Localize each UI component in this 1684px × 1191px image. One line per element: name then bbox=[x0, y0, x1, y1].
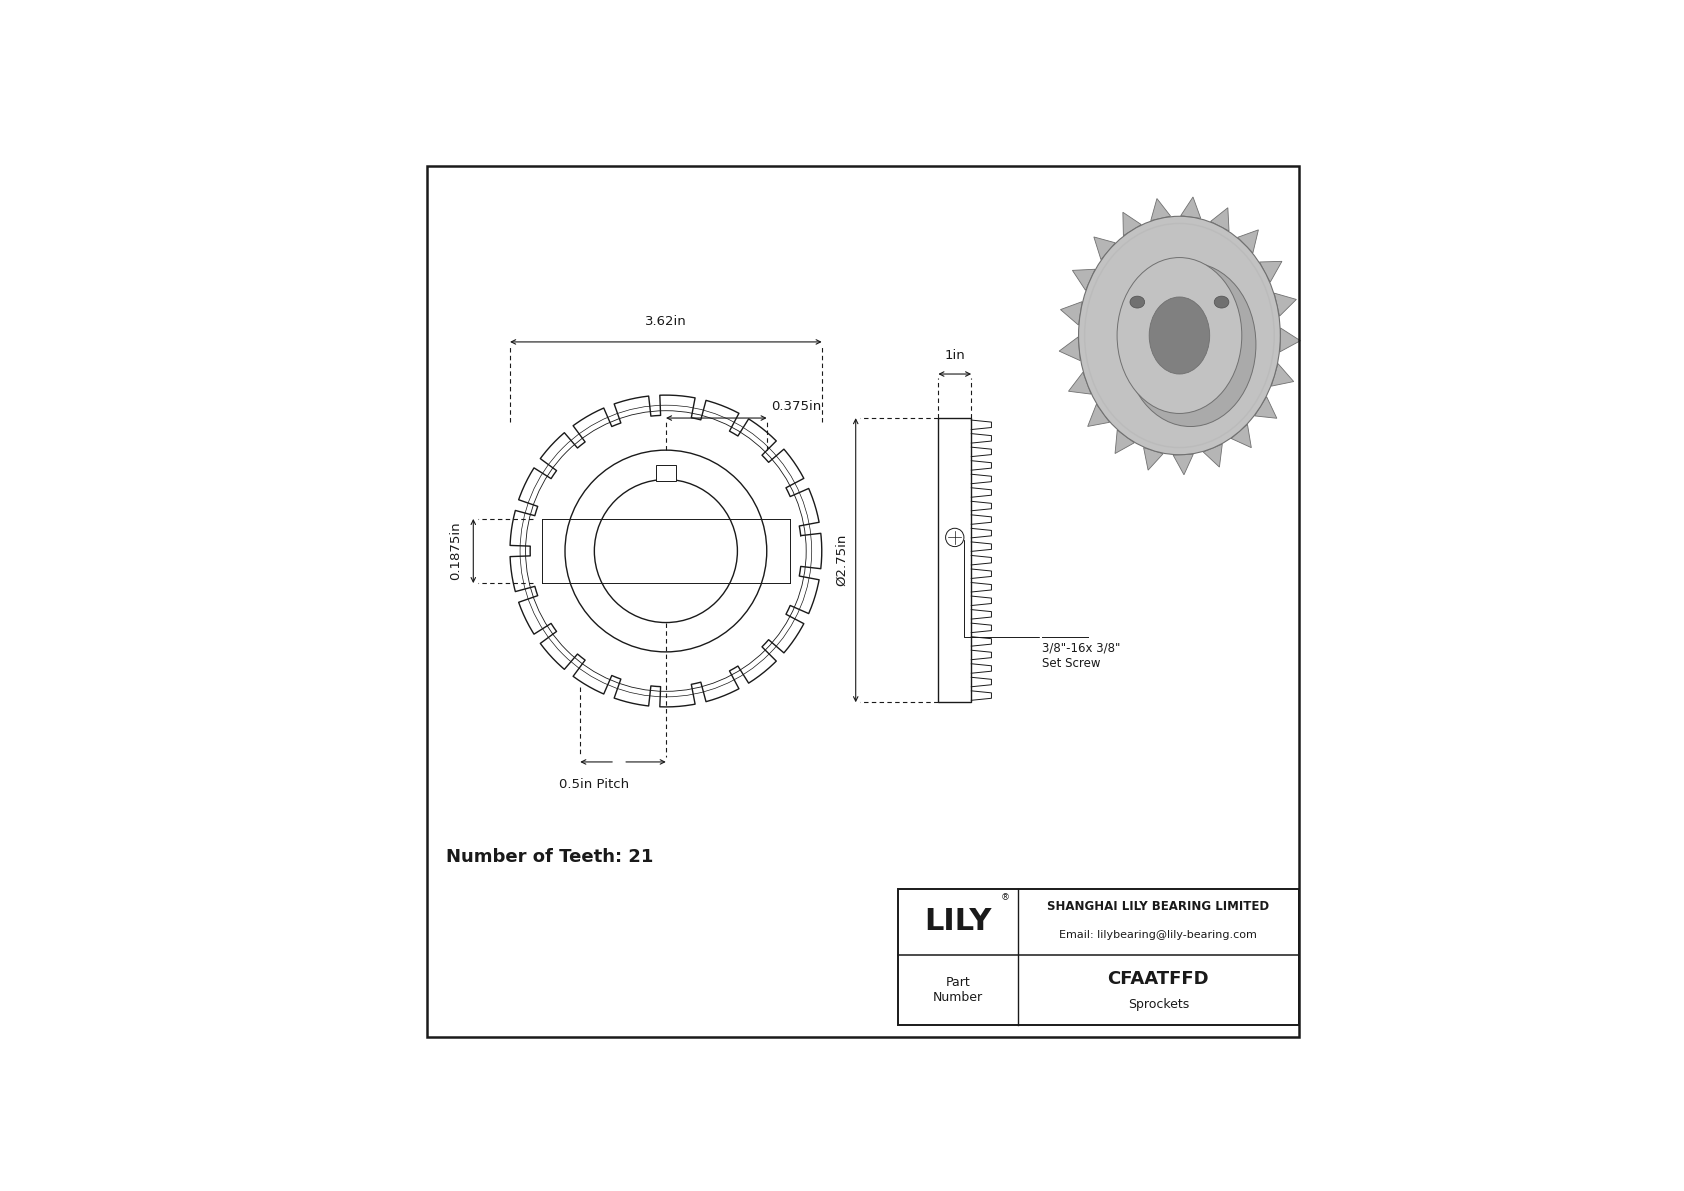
Polygon shape bbox=[1073, 269, 1095, 291]
Polygon shape bbox=[1059, 337, 1081, 361]
Text: 0.5in Pitch: 0.5in Pitch bbox=[559, 779, 628, 792]
Polygon shape bbox=[1204, 444, 1223, 467]
Bar bbox=[655, 464, 675, 481]
Ellipse shape bbox=[1116, 257, 1241, 413]
Ellipse shape bbox=[1148, 297, 1209, 374]
Text: Email: lilybearing@lily-bearing.com: Email: lilybearing@lily-bearing.com bbox=[1059, 930, 1258, 940]
Text: 3/8"-16x 3/8"
Set Screw: 3/8"-16x 3/8" Set Screw bbox=[1042, 642, 1120, 671]
Text: LILY: LILY bbox=[925, 908, 992, 936]
Bar bbox=[938, 418, 972, 703]
Polygon shape bbox=[1238, 230, 1258, 252]
Ellipse shape bbox=[1130, 297, 1145, 308]
Polygon shape bbox=[1095, 237, 1115, 260]
Ellipse shape bbox=[1078, 217, 1280, 455]
Text: Sprockets: Sprockets bbox=[1128, 998, 1189, 1011]
Polygon shape bbox=[1115, 430, 1135, 454]
Text: 0.375in: 0.375in bbox=[771, 400, 822, 413]
Polygon shape bbox=[1061, 301, 1083, 325]
Polygon shape bbox=[1068, 373, 1091, 394]
Polygon shape bbox=[1211, 207, 1229, 231]
Polygon shape bbox=[1123, 212, 1142, 236]
Polygon shape bbox=[1174, 454, 1194, 475]
Text: Ø2.75in: Ø2.75in bbox=[835, 534, 849, 586]
Polygon shape bbox=[1255, 397, 1276, 418]
Polygon shape bbox=[1231, 424, 1251, 448]
Polygon shape bbox=[1260, 261, 1282, 282]
Text: Part
Number: Part Number bbox=[933, 975, 983, 1004]
Text: 3.62in: 3.62in bbox=[645, 316, 687, 329]
Polygon shape bbox=[1150, 199, 1170, 220]
Text: CFAATFFD: CFAATFFD bbox=[1108, 969, 1209, 987]
Ellipse shape bbox=[1214, 297, 1229, 308]
Text: 0.1875in: 0.1875in bbox=[450, 522, 463, 580]
Polygon shape bbox=[1180, 197, 1201, 218]
Polygon shape bbox=[1280, 328, 1300, 351]
Text: ®: ® bbox=[1000, 893, 1009, 902]
Ellipse shape bbox=[1125, 263, 1256, 426]
Polygon shape bbox=[1088, 404, 1110, 426]
Polygon shape bbox=[1271, 363, 1293, 386]
Text: Number of Teeth: 21: Number of Teeth: 21 bbox=[446, 848, 653, 867]
Polygon shape bbox=[1275, 293, 1297, 316]
Bar bbox=[898, 890, 1298, 1025]
Text: SHANGHAI LILY BEARING LIMITED: SHANGHAI LILY BEARING LIMITED bbox=[1047, 900, 1270, 912]
Polygon shape bbox=[1143, 448, 1164, 470]
Text: 1in: 1in bbox=[945, 349, 965, 362]
